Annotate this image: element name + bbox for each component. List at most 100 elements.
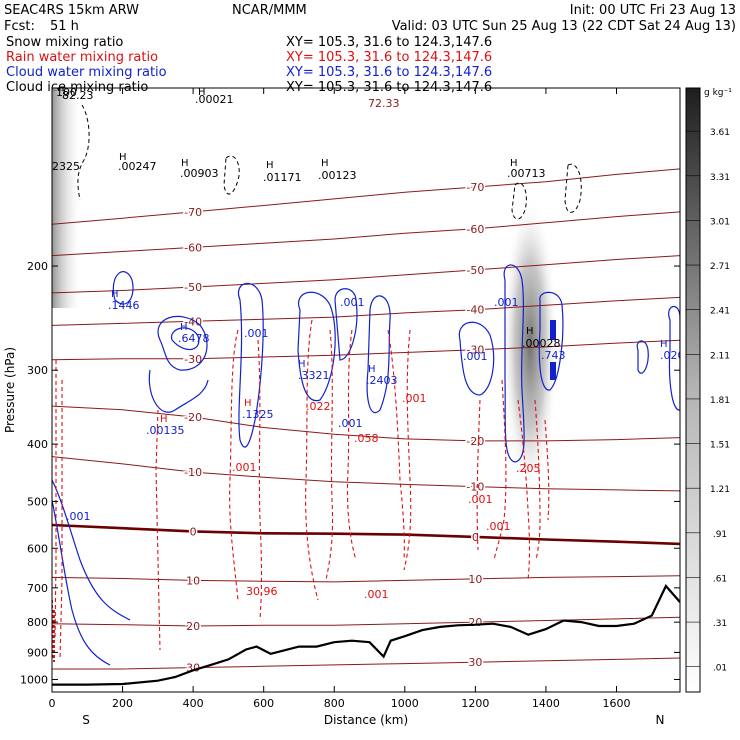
label-020: .020 <box>660 349 685 362</box>
snow-shading-left <box>52 88 82 308</box>
max-marker: H <box>111 289 119 300</box>
label-001-b: .001 <box>338 417 363 430</box>
label-058: .058 <box>354 432 379 445</box>
label-00123: .00123 <box>318 169 357 182</box>
isotherm-10 <box>52 575 680 583</box>
label-001-c: .001 <box>402 392 427 405</box>
isotherm-label: 10 <box>186 574 200 587</box>
label-00021: .00021 <box>195 93 234 106</box>
label-001-g: .001 <box>66 510 91 523</box>
isotherm-label: 20 <box>186 620 200 633</box>
isotherm-label: -10 <box>466 481 484 494</box>
terrain-line <box>52 584 680 686</box>
colorbar-label: .01 <box>713 664 727 674</box>
isotherm-label: -60 <box>466 223 484 236</box>
max-marker: H <box>321 158 329 169</box>
label-00247: .00247 <box>118 160 157 173</box>
max-marker: H <box>298 359 306 370</box>
isotherm-label: 30 <box>468 656 482 669</box>
label-00135: .00135 <box>146 424 185 437</box>
isotherm-30 <box>52 657 680 670</box>
south-label: S <box>82 713 90 727</box>
isotherm-label: -30 <box>466 344 484 357</box>
y-tick-label: 600 <box>27 542 48 555</box>
isotherm-m30 <box>52 339 680 361</box>
field-xy-cloud: XY= 105.3, 31.6 to 124.3,147.6 <box>286 65 492 80</box>
temperature-isotherms: -70-70-60-60-50-50-40-40-30-30-20-20-10-… <box>52 168 680 676</box>
x-tick-label: 1200 <box>461 697 489 710</box>
isotherm-label: -50 <box>466 264 484 277</box>
label-001-j: .001 <box>232 461 257 474</box>
max-marker: H <box>244 398 252 409</box>
label-72-33: 72.33 <box>368 97 400 110</box>
colorbar-label: 3.61 <box>710 128 730 138</box>
colorbar-label: 1.21 <box>710 485 730 495</box>
label-743: .743 <box>541 349 566 362</box>
max-marker: H <box>660 339 668 350</box>
isotherm-label: 0 <box>190 525 197 538</box>
label-205: .205 <box>516 462 541 475</box>
snow-shading-column <box>502 195 558 495</box>
label-6478: .6478 <box>178 332 210 345</box>
colorbar-label: 2.11 <box>710 351 730 361</box>
y-axis-label: Pressure (hPa) <box>3 347 17 433</box>
x-axis-label: Distance (km) <box>324 713 408 727</box>
x-tick-label: 800 <box>324 697 345 710</box>
isotherm-m40 <box>52 296 680 326</box>
colorbar-label: 2.41 <box>710 307 730 317</box>
label-30-96: 30.96 <box>246 585 278 598</box>
y-tick-label: 500 <box>27 495 48 508</box>
x-tick-label: 600 <box>253 697 274 710</box>
mixing-ratio-contours <box>52 104 680 666</box>
colorbar <box>685 87 701 693</box>
label-2403: .2403 <box>366 374 398 387</box>
colorbar-label: 3.31 <box>710 173 730 183</box>
field-name-snow: Snow mixing ratio <box>6 35 123 50</box>
init-time: Init: 00 UTC Fri 23 Aug 13 <box>570 3 736 18</box>
x-tick-label: 1600 <box>602 697 630 710</box>
isotherm-label: -40 <box>466 304 484 317</box>
colorbar-label: .61 <box>713 574 727 584</box>
label-1325: .1325 <box>242 408 274 421</box>
label-001-h: .001 <box>468 493 493 506</box>
y-tick-label: 300 <box>27 364 48 377</box>
label-1446: .1446 <box>108 299 140 312</box>
label-82-23: 82.23 <box>62 89 94 102</box>
x-tick-label: 1000 <box>391 697 419 710</box>
label-2325: 2325 <box>52 160 80 173</box>
label-3321: .3321 <box>298 369 330 382</box>
org-label: NCAR/MMM <box>232 3 307 18</box>
x-tick-label: 1400 <box>532 697 560 710</box>
y-tick-label: 800 <box>27 616 48 629</box>
isotherm-0 <box>52 523 680 546</box>
label-001-e: .001 <box>244 327 269 340</box>
colorbar-label: 3.01 <box>710 217 730 227</box>
y-tick-label: 700 <box>27 582 48 595</box>
isotherm-label: 10 <box>468 573 482 586</box>
label-001-d: .001 <box>463 350 488 363</box>
isotherm-label: 0 <box>472 531 479 544</box>
valid-time: Valid: 03 UTC Sun 25 Aug 13 (22 CDT Sat … <box>392 19 736 34</box>
isotherm-m60 <box>52 211 680 257</box>
isotherm-m70 <box>52 168 680 225</box>
isotherm-20 <box>52 616 680 627</box>
max-marker: H <box>266 160 274 171</box>
model-title: SEAC4RS 15km ARW <box>4 3 139 18</box>
x-tick-label: 0 <box>49 697 56 710</box>
max-marker: H <box>526 326 534 337</box>
label-00713: .00713 <box>507 167 546 180</box>
max-marker: H <box>160 414 168 425</box>
isotherm-label: -30 <box>184 353 202 366</box>
colorbar-label: 1.81 <box>710 396 730 406</box>
north-label: N <box>656 713 665 727</box>
colorbar-units: g kg⁻¹ <box>704 88 732 98</box>
y-tick-label: 900 <box>27 646 48 659</box>
fcst-label: Fcst: <box>4 19 35 34</box>
isotherm-label: -10 <box>184 466 202 479</box>
label-00028: .00028 <box>522 337 561 350</box>
field-xy-rain: XY= 105.3, 31.6 to 124.3,147.6 <box>286 50 492 65</box>
field-xy-snow: XY= 105.3, 31.6 to 124.3,147.6 <box>286 35 492 50</box>
max-marker: H <box>57 83 65 94</box>
max-marker: H <box>119 152 127 163</box>
